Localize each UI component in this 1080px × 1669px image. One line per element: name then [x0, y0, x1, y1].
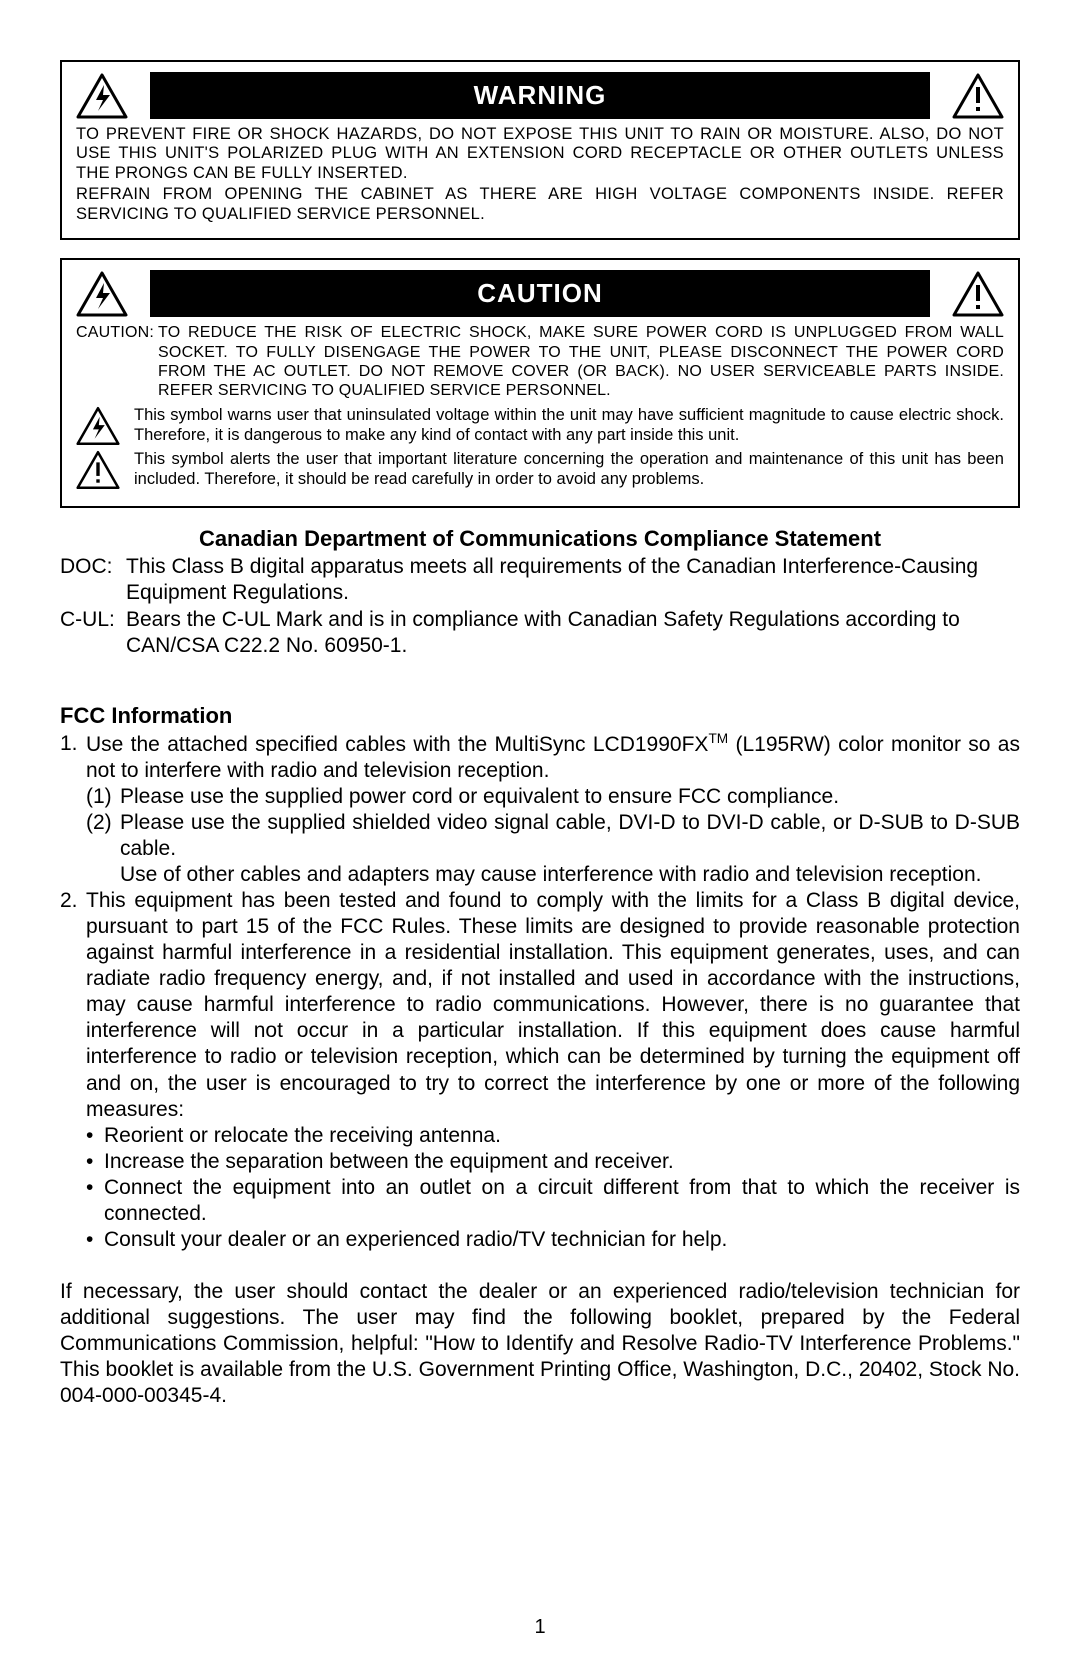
- warning-box: WARNING TO PREVENT FIRE OR SHOCK HAZARDS…: [60, 60, 1020, 240]
- alert-icon: [952, 73, 1004, 119]
- warning-banner: WARNING: [150, 72, 930, 119]
- shock-symbol-row: This symbol warns user that uninsulated …: [76, 406, 1004, 446]
- caution-main-text: CAUTION: TO REDUCE THE RISK OF ELECTRIC …: [76, 323, 1004, 400]
- warning-p1: TO PREVENT FIRE OR SHOCK HAZARDS, DO NOT…: [76, 125, 1004, 183]
- bullet-1-text: Reorient or relocate the receiving anten…: [104, 1123, 1020, 1149]
- alert-symbol-row: This symbol alerts the user that importa…: [76, 450, 1004, 490]
- caution-banner: CAUTION: [150, 270, 930, 317]
- doc-text: This Class B digital apparatus meets all…: [126, 554, 1020, 607]
- fcc-item-2: 2. This equipment has been tested and fo…: [60, 888, 1020, 1122]
- fcc-sub-1-text: Please use the supplied power cord or eq…: [120, 784, 1020, 810]
- fcc-item-1: 1. Use the attached specified cables wit…: [60, 731, 1020, 784]
- fcc-sub-2-cont: Use of other cables and adapters may cau…: [60, 862, 1020, 888]
- warning-p2: REFRAIN FROM OPENING THE CABINET AS THER…: [76, 185, 1004, 224]
- warning-text: TO PREVENT FIRE OR SHOCK HAZARDS, DO NOT…: [76, 125, 1004, 224]
- warning-banner-row: WARNING: [76, 72, 1004, 119]
- caution-body: TO REDUCE THE RISK OF ELECTRIC SHOCK, MA…: [158, 323, 1004, 400]
- alert-icon: [952, 271, 1004, 317]
- bullet-2: • Increase the separation between the eq…: [60, 1149, 1020, 1175]
- canadian-compliance: DOC: This Class B digital apparatus meet…: [60, 554, 1020, 659]
- list-number: 1.: [60, 731, 86, 784]
- caution-banner-row: CAUTION: [76, 270, 1004, 317]
- sub-number: (2): [86, 810, 120, 862]
- bullet-mark: •: [86, 1227, 104, 1253]
- doc-row: DOC: This Class B digital apparatus meet…: [60, 554, 1020, 607]
- bullet-mark: •: [86, 1123, 104, 1149]
- fcc-sub-1: (1) Please use the supplied power cord o…: [60, 784, 1020, 810]
- bullet-mark: •: [86, 1175, 104, 1227]
- doc-label: DOC:: [60, 554, 126, 607]
- fcc-item-2-text: This equipment has been tested and found…: [86, 888, 1020, 1122]
- fcc-title: FCC Information: [60, 703, 1020, 729]
- shock-hazard-icon: [76, 271, 128, 317]
- shock-hazard-icon: [76, 406, 120, 446]
- shock-hazard-icon: [76, 73, 128, 119]
- alert-symbol-text: This symbol alerts the user that importa…: [134, 450, 1004, 489]
- cul-text: Bears the C-UL Mark and is in compliance…: [126, 607, 1020, 660]
- page-number: 1: [0, 1616, 1080, 1639]
- fcc-final-paragraph: If necessary, the user should contact th…: [60, 1279, 1020, 1409]
- caution-box: CAUTION CAUTION: TO REDUCE THE RISK OF E…: [60, 258, 1020, 508]
- bullet-1: • Reorient or relocate the receiving ant…: [60, 1123, 1020, 1149]
- canadian-title: Canadian Department of Communications Co…: [60, 526, 1020, 552]
- fcc-body: 1. Use the attached specified cables wit…: [60, 731, 1020, 1253]
- bullet-4: • Consult your dealer or an experienced …: [60, 1227, 1020, 1253]
- fcc-sub-2-text: Please use the supplied shielded video s…: [120, 810, 1020, 862]
- shock-symbol-text: This symbol warns user that uninsulated …: [134, 406, 1004, 445]
- caution-prefix: CAUTION:: [76, 323, 158, 400]
- sub-number: (1): [86, 784, 120, 810]
- bullet-4-text: Consult your dealer or an experienced ra…: [104, 1227, 1020, 1253]
- list-number: 2.: [60, 888, 86, 1122]
- cul-row: C-UL: Bears the C-UL Mark and is in comp…: [60, 607, 1020, 660]
- bullet-3-text: Connect the equipment into an outlet on …: [104, 1175, 1020, 1227]
- fcc-sub-2: (2) Please use the supplied shielded vid…: [60, 810, 1020, 862]
- bullet-2-text: Increase the separation between the equi…: [104, 1149, 1020, 1175]
- cul-label: C-UL:: [60, 607, 126, 660]
- bullet-3: • Connect the equipment into an outlet o…: [60, 1175, 1020, 1227]
- bullet-mark: •: [86, 1149, 104, 1175]
- alert-icon: [76, 450, 120, 490]
- fcc-item-1-text: Use the attached specified cables with t…: [86, 731, 1020, 784]
